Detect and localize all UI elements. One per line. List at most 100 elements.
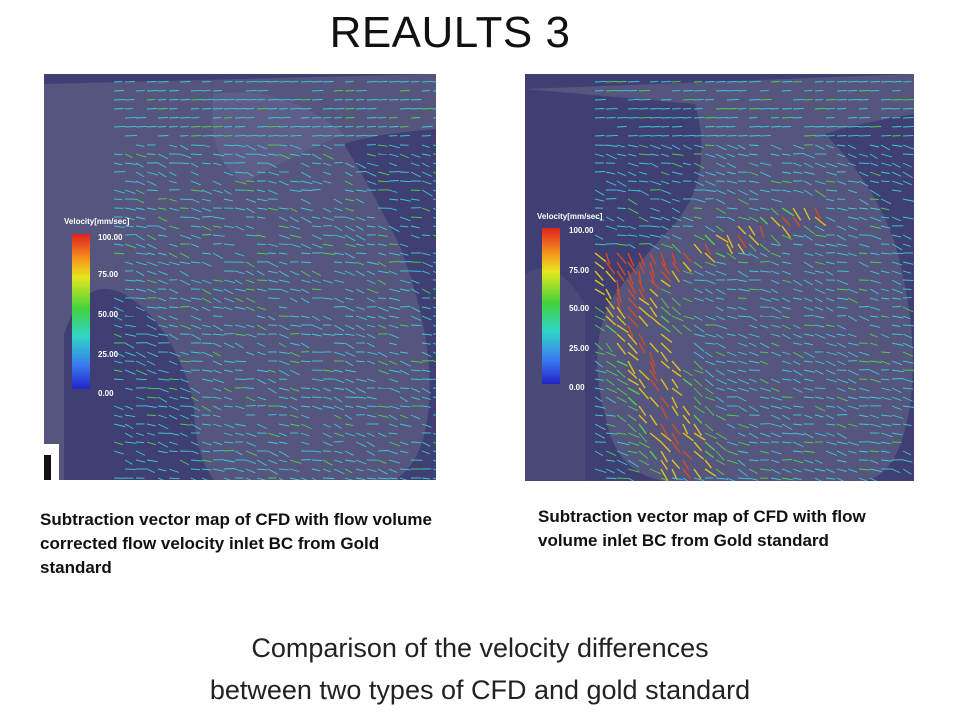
velocity-vector xyxy=(759,189,771,193)
velocity-vector xyxy=(201,306,211,312)
velocity-vector xyxy=(616,333,626,343)
velocity-vector xyxy=(825,468,835,474)
velocity-vector xyxy=(759,360,768,365)
velocity-vector xyxy=(803,369,816,373)
velocity-vector xyxy=(146,432,156,436)
velocity-vector xyxy=(715,315,725,321)
velocity-vector xyxy=(770,270,780,275)
velocity-vector xyxy=(388,162,397,167)
velocity-vector xyxy=(627,324,634,338)
velocity-vector xyxy=(344,234,356,242)
velocity-vector xyxy=(616,288,622,304)
velocity-vector xyxy=(616,387,628,396)
velocity-vector xyxy=(748,162,759,167)
velocity-vector xyxy=(704,315,716,321)
velocity-vector xyxy=(388,450,399,455)
velocity-vector xyxy=(135,252,148,255)
velocity-vector xyxy=(355,396,367,399)
velocity-vector xyxy=(726,234,734,249)
velocity-vector xyxy=(715,387,725,391)
velocity-vector xyxy=(649,468,662,475)
velocity-vector xyxy=(836,342,847,348)
velocity-vector xyxy=(278,441,288,444)
velocity-vector xyxy=(388,333,399,339)
velocity-vector xyxy=(627,108,639,110)
velocity-vector xyxy=(410,234,420,239)
velocity-vector xyxy=(891,414,904,419)
velocity-vector xyxy=(366,414,377,418)
velocity-vector xyxy=(201,126,212,128)
velocity-vector xyxy=(311,315,321,321)
velocity-vector xyxy=(223,459,235,463)
velocity-vector xyxy=(902,333,913,339)
velocity-vector xyxy=(660,306,672,316)
velocity-vector xyxy=(179,252,190,259)
velocity-vector xyxy=(847,144,856,150)
velocity-vector xyxy=(814,126,826,128)
velocity-vector xyxy=(157,297,167,302)
velocity-vector xyxy=(605,306,614,318)
velocity-vector xyxy=(605,324,617,334)
velocity-vector xyxy=(212,288,224,292)
velocity-vector xyxy=(880,315,890,318)
velocity-vector xyxy=(825,450,838,456)
velocity-vector xyxy=(201,207,212,212)
velocity-vector xyxy=(660,342,672,354)
velocity-vector xyxy=(322,207,332,213)
velocity-vector xyxy=(278,225,290,229)
velocity-vector xyxy=(638,378,646,389)
velocity-vector xyxy=(421,378,433,380)
velocity-vector xyxy=(432,288,436,290)
velocity-vector xyxy=(737,351,747,356)
velocity-vector xyxy=(627,297,640,310)
velocity-vector xyxy=(300,99,311,101)
velocity-vector xyxy=(759,324,769,329)
velocity-vector xyxy=(605,342,613,353)
velocity-vector xyxy=(366,117,378,119)
velocity-vector xyxy=(113,369,123,373)
velocity-vector xyxy=(649,279,661,290)
velocity-vector xyxy=(605,423,616,427)
velocity-vector xyxy=(201,134,214,137)
velocity-vector xyxy=(847,252,858,257)
velocity-vector xyxy=(377,279,387,285)
velocity-vector xyxy=(627,450,638,454)
velocity-vector xyxy=(311,270,322,276)
velocity-vector xyxy=(616,279,620,294)
velocity-vector xyxy=(333,90,344,92)
velocity-vector xyxy=(256,468,268,471)
velocity-vector xyxy=(693,333,705,337)
velocity-vector xyxy=(113,297,124,303)
velocity-vector xyxy=(759,468,771,471)
velocity-vector xyxy=(891,171,902,177)
velocity-vector xyxy=(737,333,748,339)
velocity-vector xyxy=(300,171,312,178)
velocity-vector xyxy=(322,315,332,321)
velocity-vector xyxy=(682,432,694,442)
velocity-vector xyxy=(726,459,738,465)
velocity-vector xyxy=(638,261,645,274)
velocity-vector xyxy=(671,297,681,307)
velocity-vector xyxy=(803,396,815,399)
velocity-vector xyxy=(715,396,725,403)
velocity-vector xyxy=(256,126,268,128)
velocity-vector xyxy=(594,468,607,474)
velocity-vector xyxy=(377,405,390,408)
velocity-vector xyxy=(190,459,203,462)
velocity-vector xyxy=(190,89,203,92)
velocity-vector xyxy=(880,423,892,427)
velocity-vector xyxy=(399,153,410,159)
velocity-vector xyxy=(245,90,257,92)
velocity-vector xyxy=(792,477,802,480)
velocity-vector xyxy=(814,243,825,247)
velocity-vector xyxy=(638,98,651,101)
velocity-vector xyxy=(289,468,300,472)
velocity-vector xyxy=(157,252,167,256)
velocity-vector xyxy=(311,387,321,392)
velocity-vector xyxy=(770,414,781,420)
velocity-vector xyxy=(234,405,245,410)
velocity-vector xyxy=(432,315,436,317)
velocity-vector xyxy=(847,234,859,239)
velocity-vector xyxy=(605,198,617,200)
velocity-vector xyxy=(858,243,870,248)
